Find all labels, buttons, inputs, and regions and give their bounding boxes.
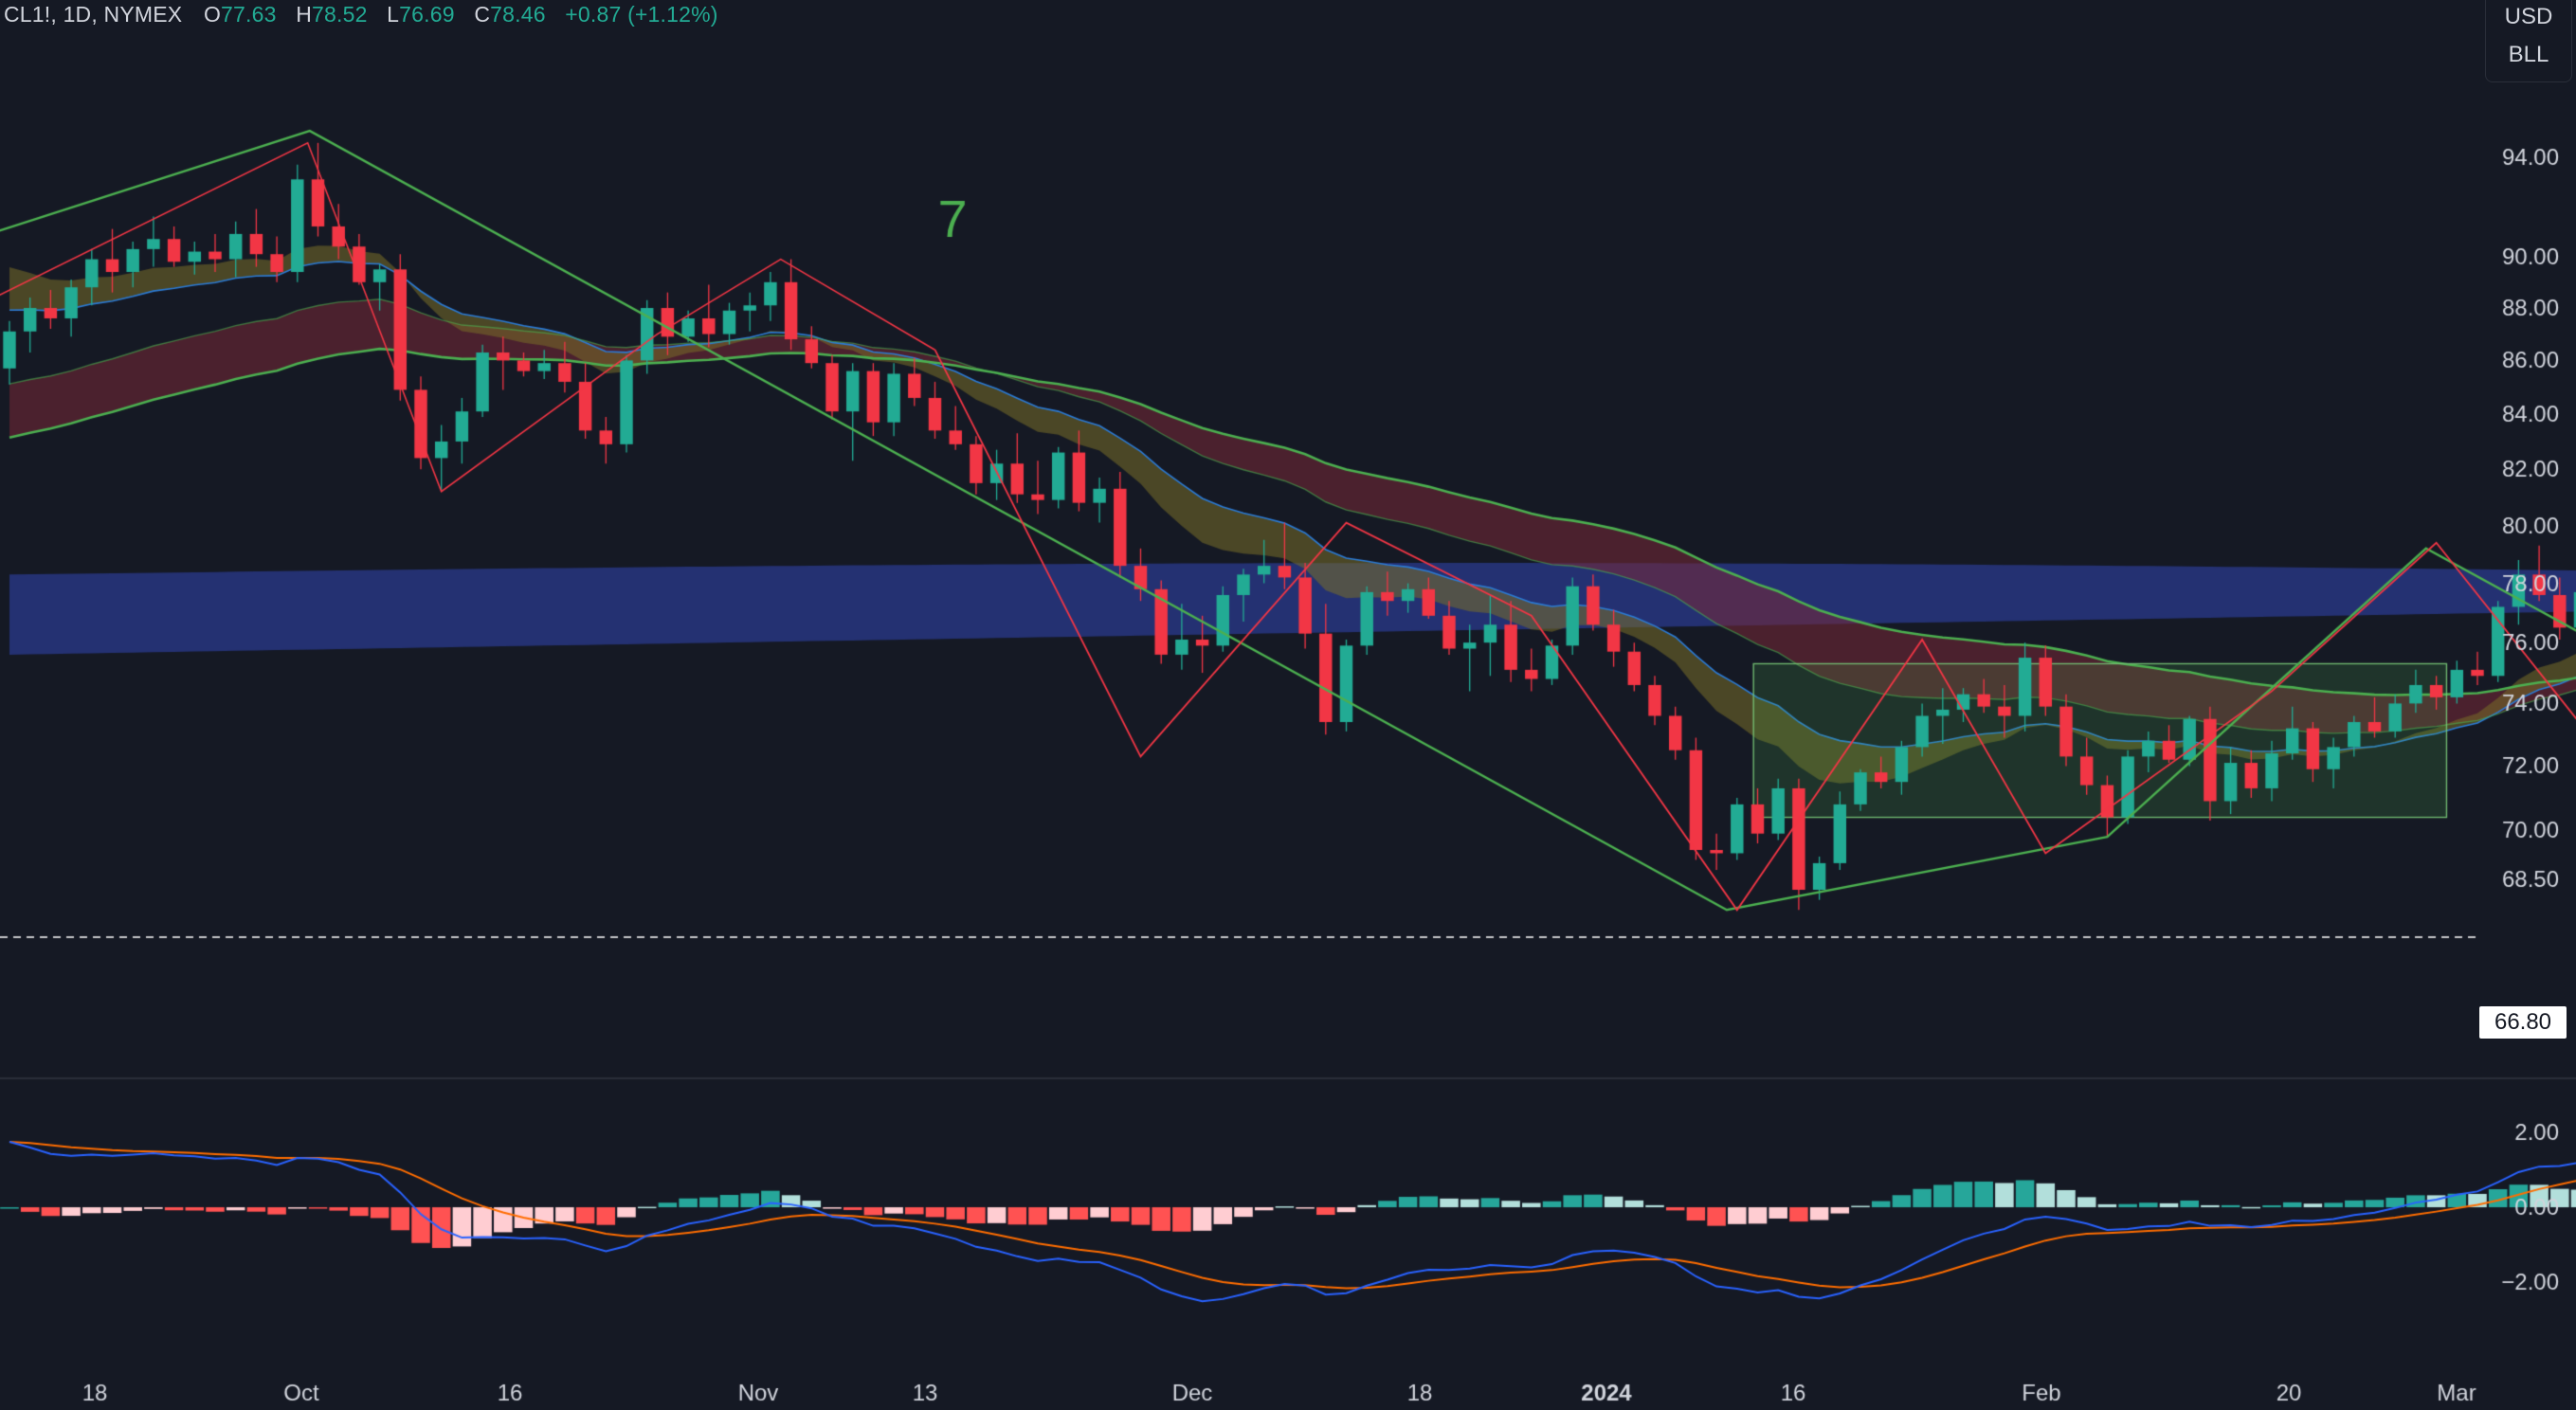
symbol-label[interactable]: CL1!, 1D, NYMEX xyxy=(4,2,183,27)
low-value: 76.69 xyxy=(399,2,455,27)
open-label: O xyxy=(203,2,222,27)
change-value: +0.87 (+1.12%) xyxy=(565,2,718,27)
close-value: 78.46 xyxy=(490,2,546,27)
high-label: H xyxy=(296,2,312,27)
close-label: C xyxy=(474,2,491,27)
currency-unit-selector[interactable]: USD BLL xyxy=(2485,0,2572,82)
high-value: 78.52 xyxy=(312,2,368,27)
ohlc-legend: CL1!, 1D, NYMEX O77.63 H78.52 L76.69 C78… xyxy=(4,2,718,27)
horizontal-line-price-tag: 66.80 xyxy=(2479,1006,2567,1039)
open-value: 77.63 xyxy=(221,2,277,27)
unit-label[interactable]: BLL xyxy=(2508,42,2549,67)
low-label: L xyxy=(387,2,400,27)
currency-label[interactable]: USD xyxy=(2504,4,2553,29)
